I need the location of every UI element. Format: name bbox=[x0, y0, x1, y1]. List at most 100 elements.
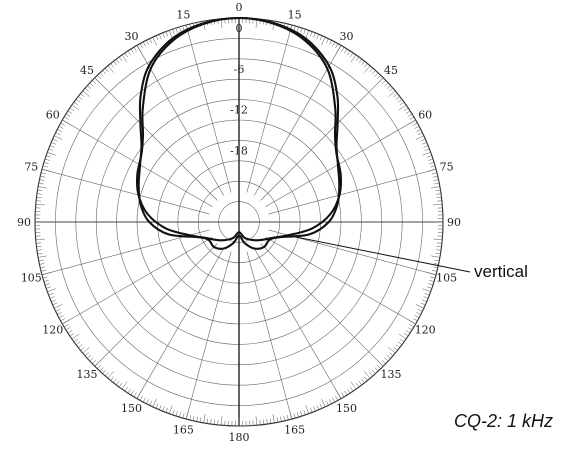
angle-minor-tick bbox=[377, 75, 381, 80]
angle-minor-tick bbox=[427, 168, 437, 172]
angle-minor-tick bbox=[286, 415, 289, 421]
angle-minor-tick bbox=[409, 116, 414, 120]
angle-minor-tick bbox=[344, 48, 348, 54]
grid-spoke bbox=[185, 251, 232, 420]
angle-minor-tick bbox=[62, 319, 71, 325]
grid-spoke bbox=[41, 229, 210, 276]
angle-minor-tick bbox=[48, 148, 54, 151]
angle-minor-tick bbox=[389, 352, 394, 357]
angle-minor-tick bbox=[78, 96, 83, 100]
angle-minor-tick bbox=[336, 45, 342, 54]
angle-minor-tick bbox=[107, 65, 114, 73]
angle-minor-tick bbox=[403, 107, 409, 111]
angle-minor-tick bbox=[35, 203, 45, 206]
annotations: vertical bbox=[291, 235, 528, 281]
angle-minor-tick bbox=[87, 85, 92, 90]
angle-minor-tick bbox=[206, 418, 209, 424]
angle-minor-tick bbox=[40, 172, 46, 175]
angle-minor-tick bbox=[38, 182, 44, 185]
angle-minor-tick bbox=[213, 419, 215, 425]
angle-minor-tick bbox=[51, 299, 56, 302]
grid-spoke bbox=[136, 248, 224, 399]
angle-minor-tick bbox=[433, 263, 439, 265]
angle-minor-tick bbox=[40, 269, 46, 272]
angle-minor-tick bbox=[395, 96, 400, 100]
angle-minor-tick bbox=[42, 276, 48, 279]
angle-minor-tick bbox=[305, 405, 310, 414]
series-line-1 bbox=[137, 16, 341, 250]
angle-tick-label: 135 bbox=[381, 368, 402, 381]
angle-minor-tick bbox=[329, 399, 332, 404]
grid-spoke bbox=[254, 248, 342, 399]
angle-minor-tick bbox=[430, 186, 440, 189]
chart-caption: CQ-2: 1 kHz bbox=[453, 411, 553, 431]
grid-spoke bbox=[265, 119, 416, 207]
angle-minor-tick bbox=[92, 80, 97, 84]
angle-minor-tick bbox=[407, 327, 413, 331]
angle-minor-tick bbox=[369, 67, 374, 72]
grid-spoke bbox=[62, 119, 213, 207]
angle-minor-tick bbox=[397, 341, 403, 345]
angle-minor-tick bbox=[427, 155, 432, 158]
angle-minor-tick bbox=[398, 333, 407, 340]
angle-minor-tick bbox=[422, 151, 431, 156]
angle-minor-tick bbox=[386, 354, 391, 359]
angle-minor-tick bbox=[433, 179, 439, 181]
angle-minor-tick bbox=[179, 412, 182, 418]
grid-spoke bbox=[136, 45, 224, 196]
angle-minor-tick bbox=[358, 380, 362, 386]
angle-minor-tick bbox=[78, 344, 83, 348]
angle-minor-tick bbox=[38, 186, 48, 189]
angle-minor-tick bbox=[196, 416, 198, 422]
angle-minor-tick bbox=[133, 392, 137, 397]
angle-minor-tick bbox=[182, 413, 185, 419]
angle-minor-tick bbox=[65, 113, 71, 117]
angle-minor-tick bbox=[127, 50, 131, 56]
angle-minor-tick bbox=[124, 52, 128, 58]
angle-minor-tick bbox=[344, 390, 348, 396]
angle-minor-tick bbox=[384, 357, 389, 362]
angle-minor-tick bbox=[41, 272, 51, 276]
angle-minor-tick bbox=[424, 293, 430, 296]
angle-minor-tick bbox=[39, 263, 45, 265]
angle-minor-tick bbox=[71, 333, 80, 340]
angle-minor-tick bbox=[389, 87, 394, 92]
angle-minor-tick bbox=[210, 419, 212, 425]
angle-minor-tick bbox=[259, 419, 261, 425]
angle-minor-tick bbox=[113, 61, 117, 66]
angle-minor-tick bbox=[143, 397, 146, 403]
angle-minor-tick bbox=[149, 400, 152, 406]
angle-minor-tick bbox=[350, 381, 357, 390]
angle-tick-label: 105 bbox=[21, 272, 42, 285]
angle-minor-tick bbox=[436, 242, 442, 244]
angle-minor-tick bbox=[52, 302, 58, 306]
angle-minor-tick bbox=[94, 77, 102, 85]
grid-spoke bbox=[260, 77, 384, 201]
angle-minor-tick bbox=[433, 238, 443, 241]
angle-minor-tick bbox=[415, 135, 424, 140]
angle-minor-tick bbox=[364, 65, 371, 73]
angle-minor-tick bbox=[388, 90, 396, 97]
angle-minor-tick bbox=[336, 390, 342, 399]
angle-minor-tick bbox=[47, 288, 56, 293]
angle-minor-tick bbox=[73, 101, 79, 106]
series-line-2 bbox=[135, 16, 343, 242]
angle-minor-tick bbox=[97, 75, 101, 80]
angle-minor-tick bbox=[332, 41, 335, 47]
angle-minor-tick bbox=[424, 148, 430, 151]
angle-minor-tick bbox=[405, 110, 411, 114]
angle-minor-tick bbox=[321, 37, 326, 46]
grid-spoke bbox=[94, 243, 218, 367]
angle-minor-tick bbox=[162, 406, 165, 412]
grid-spoke bbox=[246, 24, 293, 193]
angle-minor-tick bbox=[432, 269, 438, 272]
angle-minor-tick bbox=[192, 415, 195, 421]
angle-minor-tick bbox=[369, 372, 374, 377]
angle-minor-tick bbox=[407, 113, 413, 117]
grid-spoke bbox=[268, 168, 437, 215]
angle-minor-tick bbox=[409, 324, 414, 328]
angle-minor-tick bbox=[303, 410, 306, 415]
angle-minor-tick bbox=[266, 419, 268, 425]
angle-tick-label: 90 bbox=[17, 216, 31, 229]
pattern-series bbox=[135, 16, 343, 250]
